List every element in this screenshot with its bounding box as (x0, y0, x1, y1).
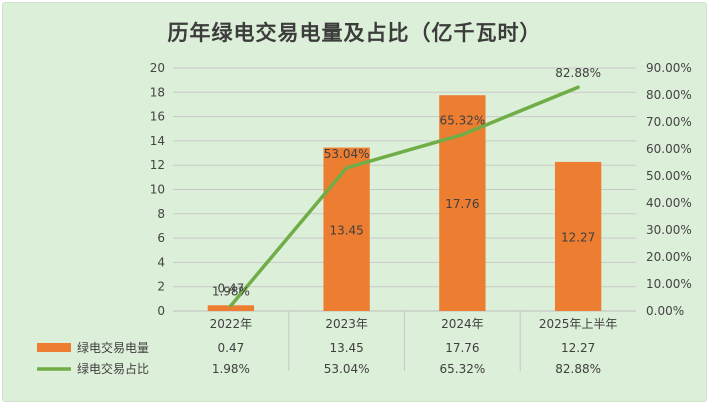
y-right-tick-label: 40.00% (646, 196, 692, 210)
category-label: 2025年上半年 (539, 317, 618, 331)
category-label: 2024年 (441, 317, 484, 331)
y-left-tick-label: 16 (150, 110, 165, 124)
table-cell: 12.27 (561, 341, 595, 355)
line-data-label: 53.04% (324, 147, 370, 161)
y-left-tick-label: 2 (157, 280, 165, 294)
table-cell: 82.88% (555, 362, 601, 376)
y-right-tick-label: 30.00% (646, 223, 692, 237)
y-right-tick-label: 70.00% (646, 115, 692, 129)
chart-title: 历年绿电交易电量及占比（亿千瓦时） (167, 20, 542, 45)
y-left-tick-label: 0 (157, 304, 165, 318)
y-right-tick-label: 50.00% (646, 169, 692, 183)
bar-data-label: 0.47 (218, 281, 245, 295)
table-cell: 65.32% (439, 362, 485, 376)
table-cell: 53.04% (324, 362, 370, 376)
category-label: 2022年 (210, 317, 253, 331)
bar (439, 95, 486, 311)
bar-data-label: 12.27 (561, 230, 595, 244)
y-right-tick-label: 90.00% (646, 61, 692, 75)
table-cell: 17.76 (445, 341, 479, 355)
y-right-tick-label: 0.00% (646, 304, 684, 318)
combo-chart: 0 2 4 6 8 10 12 14 16 18 20 0.00% 10.00% 20.00% 30.00%… (37, 61, 692, 376)
y-left-tick-label: 10 (150, 183, 165, 197)
y-left-tick-label: 18 (150, 85, 165, 99)
y-left-tick-label: 14 (150, 134, 165, 148)
y-right-tick-label: 20.00% (646, 250, 692, 264)
y-left-tick-label: 4 (157, 255, 165, 269)
table-cell: 1.98% (212, 362, 250, 376)
y-right-tick-label: 80.00% (646, 88, 692, 102)
bar (554, 161, 602, 311)
bar-data-label: 17.76 (445, 197, 479, 211)
line-data-label: 82.88% (555, 66, 601, 80)
table-cell: 13.45 (329, 341, 363, 355)
table-series-name: 绿电交易占比 (77, 361, 149, 376)
bar (323, 147, 370, 311)
bar-data-label: 13.45 (329, 223, 363, 237)
line-data-label: 1.98% (212, 285, 250, 299)
y-right-tick-label: 10.00% (646, 277, 692, 291)
y-left-tick-label: 20 (150, 61, 165, 75)
line-data-label: 65.32% (439, 114, 485, 128)
legend-swatch-bars (37, 343, 71, 352)
y-left-tick-label: 8 (157, 207, 165, 221)
table-series-name: 绿电交易电量 (77, 340, 149, 355)
y-right-tick-label: 60.00% (646, 142, 692, 156)
series-line (229, 85, 580, 308)
y-left-tick-label: 12 (150, 158, 165, 172)
y-left-tick-label: 6 (157, 231, 165, 245)
bar (207, 305, 255, 311)
category-label: 2023年 (325, 317, 368, 331)
table-cell: 0.47 (218, 341, 245, 355)
